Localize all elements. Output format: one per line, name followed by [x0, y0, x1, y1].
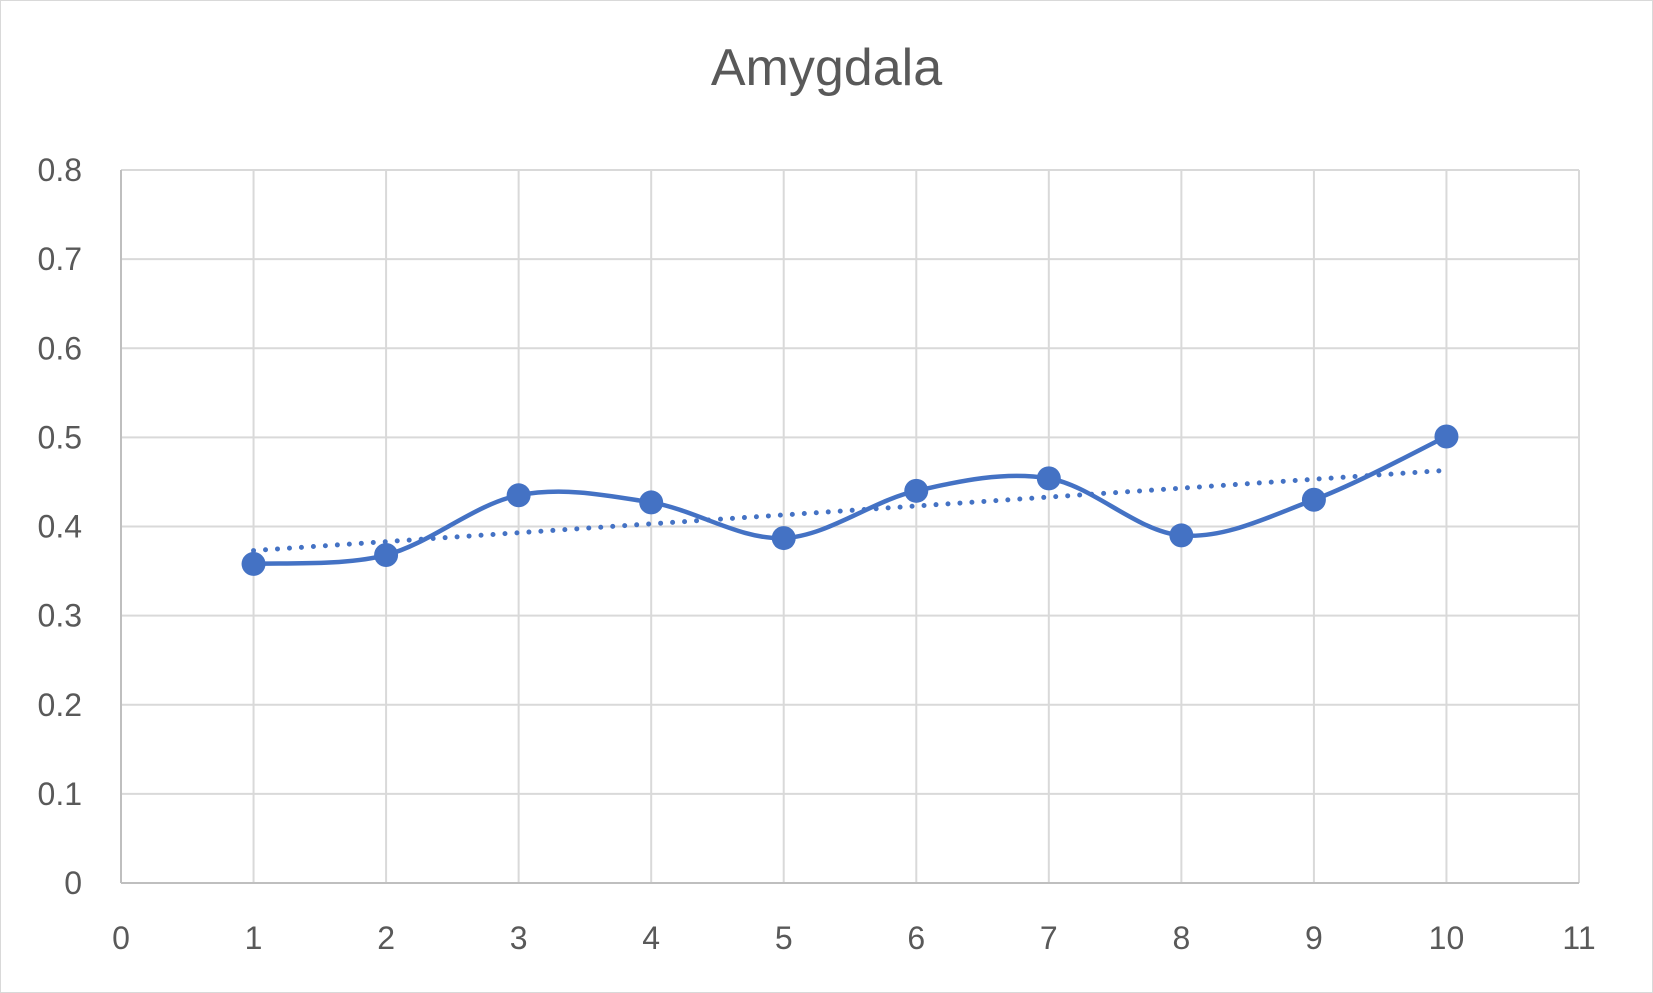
series-line [253, 434, 1448, 567]
x-tick-label: 9 [1305, 920, 1323, 956]
data-point [1036, 466, 1061, 491]
data-point [1434, 424, 1459, 449]
y-tick-label: 0.7 [38, 241, 82, 277]
y-tick-label: 0 [64, 865, 82, 901]
y-tick-label: 0.1 [38, 776, 82, 812]
data-point [904, 478, 929, 503]
x-tick-label: 3 [510, 920, 528, 956]
gridlines [121, 169, 1580, 883]
x-tick-label: 1 [245, 920, 263, 956]
y-tick-label: 0.4 [38, 509, 82, 545]
trendline [251, 467, 1449, 554]
data-point [374, 543, 399, 568]
data-point [241, 551, 266, 576]
data-point [1169, 523, 1194, 548]
data-point [1301, 487, 1326, 512]
x-tick-label: 11 [1562, 920, 1595, 956]
x-tick-label: 5 [775, 920, 793, 956]
tick-labels: 0 0.1 0.2 0.3 0.4 0.5 0.6 0.7 0.8 0 1 2 3 4 5 6 7 8 9 10 11 [38, 152, 1596, 956]
trendline-group [251, 467, 1449, 554]
y-tick-label: 0.8 [38, 152, 82, 188]
y-tick-label: 0.5 [38, 419, 82, 455]
x-tick-label: 4 [642, 920, 660, 956]
data-point [639, 490, 664, 515]
chart-title: Amygdala [710, 39, 943, 97]
x-tick-label: 0 [112, 920, 130, 956]
x-tick-label: 2 [377, 920, 395, 956]
data-point [771, 526, 796, 551]
y-tick-label: 0.3 [38, 598, 82, 634]
x-tick-label: 7 [1040, 920, 1058, 956]
y-tick-label: 0.6 [38, 330, 82, 366]
series-group [241, 424, 1459, 576]
x-tick-label: 8 [1172, 920, 1190, 956]
y-tick-label: 0.2 [38, 687, 82, 723]
x-tick-label: 10 [1429, 920, 1465, 956]
x-tick-label: 6 [907, 920, 925, 956]
data-point [506, 483, 531, 508]
axes [120, 170, 1579, 884]
